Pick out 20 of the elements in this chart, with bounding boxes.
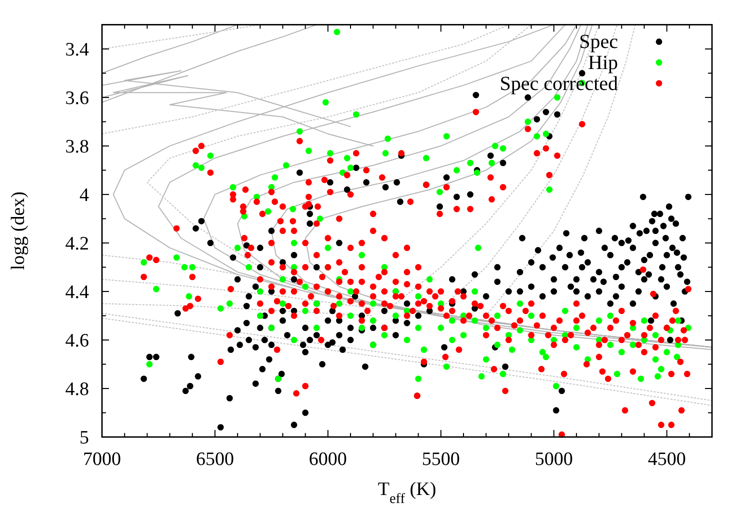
x-tick-label: 6000 bbox=[308, 449, 347, 470]
y-tick-label: 4.8 bbox=[65, 379, 89, 400]
legend-label: Hip bbox=[588, 52, 618, 74]
x-tick-label: 7000 bbox=[83, 449, 121, 470]
x-tick-label: 6500 bbox=[196, 449, 234, 470]
y-tick-label: 3.4 bbox=[65, 40, 90, 61]
legend-label: Spec corrected bbox=[500, 72, 618, 95]
x-axis-title: T$_{eff}$ (K) bbox=[378, 479, 436, 507]
y-tick-label: 5 bbox=[80, 428, 89, 449]
y-axis-title: logg (dex) bbox=[8, 192, 29, 270]
y-tick-label: 4 bbox=[80, 185, 90, 206]
y-tick-label: 4.4 bbox=[65, 282, 90, 304]
x-tick-label: 4500 bbox=[648, 449, 686, 470]
y-tick-label: 4.2 bbox=[65, 234, 89, 255]
legend-label: Spec bbox=[579, 31, 618, 54]
x-tick-label: 5000 bbox=[534, 449, 573, 470]
y-tick-label: 4.6 bbox=[65, 330, 89, 352]
x-tick-label: 5500 bbox=[422, 449, 460, 470]
y-tick-label: 3.8 bbox=[65, 136, 89, 158]
y-tick-label: 3.6 bbox=[65, 88, 89, 110]
